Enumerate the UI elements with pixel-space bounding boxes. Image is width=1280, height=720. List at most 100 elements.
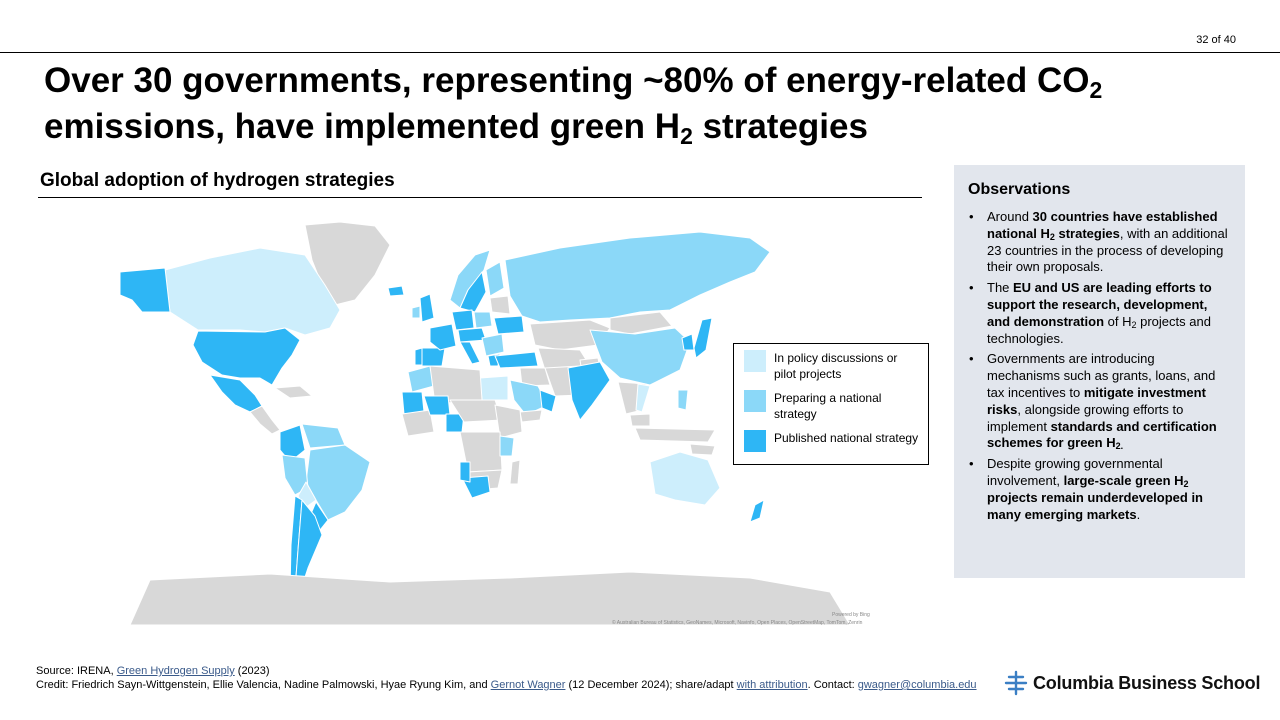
observation-text-run: EU and US are leading efforts to support… (987, 280, 1212, 329)
credit-line: Credit: Friedrich Sayn-Wittgenstein, Ell… (36, 678, 977, 692)
source-year: (2023) (234, 665, 270, 677)
legend-label: Preparing a national strategy (774, 391, 882, 421)
world-map[interactable]: Powered by Bing © Australian Bureau of S… (90, 200, 870, 630)
observation-text-run: Governments are introducing mechanisms s… (987, 351, 1216, 400)
map-heading: Global adoption of hydrogen strategies (40, 170, 395, 191)
map-region-usa[interactable] (192, 327, 301, 386)
observation-text-run: 2. (1115, 441, 1124, 452)
logo-text: Columbia Business School (1033, 672, 1261, 693)
legend-swatch (744, 430, 766, 452)
map-region-balkans[interactable] (481, 333, 505, 357)
slide-title: Over 30 governments, representing ~80% o… (44, 58, 1244, 150)
map-powered-by: Powered by Bing (832, 612, 870, 618)
map-region-ukraine[interactable] (493, 315, 525, 335)
observation-text-run: strategies (1054, 225, 1120, 241)
title-line1-text: Over 30 governments, representing ~80% o… (44, 61, 1090, 100)
map-region-poland[interactable] (473, 311, 493, 329)
map-region-uk[interactable] (419, 293, 435, 323)
map-region-west-africa[interactable] (401, 409, 435, 437)
map-region-madagascar[interactable] (509, 459, 521, 485)
map-region-ethiopia[interactable] (494, 404, 523, 439)
map-region-finland[interactable] (485, 261, 505, 297)
map-region-spain[interactable] (421, 347, 446, 367)
map-region-central-america[interactable] (249, 405, 281, 435)
author-link[interactable]: Gernot Wagner (490, 679, 566, 691)
map-credit: © Australian Bureau of Statistics, GeoNa… (612, 620, 863, 626)
legend-swatch (744, 390, 766, 412)
observation-text-run: 2 (1131, 319, 1137, 330)
legend-label: In policy discussions or pilot projects (774, 351, 898, 381)
observation-text-run: 30 countries have established national H (987, 209, 1218, 241)
columbia-crown-icon (1004, 670, 1028, 696)
map-region-portugal[interactable] (414, 347, 423, 366)
map-region-japan[interactable] (693, 317, 713, 359)
map-region-mexico[interactable] (209, 374, 263, 413)
map-region-colombia[interactable] (279, 424, 306, 463)
credit-authors: Credit: Friedrich Sayn-Wittgenstein, Ell… (36, 679, 491, 691)
legend-item-policy-discussions: In policy discussions or pilot projects (744, 350, 922, 382)
observation-text-run: standards and certification schemes for … (987, 418, 1217, 451)
map-region-namibia[interactable] (459, 461, 471, 483)
map-region-antarctica[interactable] (129, 571, 851, 626)
map-region-kenya[interactable] (499, 435, 515, 457)
map-region-italy[interactable] (459, 341, 481, 365)
map-region-canada[interactable] (164, 247, 341, 336)
top-divider (0, 52, 1280, 53)
map-region-australia[interactable] (649, 451, 721, 506)
map-heading-rule (38, 197, 922, 198)
map-region-new-zealand[interactable] (749, 499, 765, 523)
observation-text-run: 2 (1049, 231, 1055, 242)
observation-text-run: , alongside growing efforts to implement (987, 401, 1184, 434)
map-region-papua-new-guinea[interactable] (689, 443, 716, 456)
title-h2-subscript: 2 (680, 123, 693, 149)
source-link[interactable]: Green Hydrogen Supply (116, 665, 235, 677)
map-region-yemen[interactable] (519, 409, 543, 423)
world-map-svg (119, 221, 851, 626)
source-line: Source: IRENA, Green Hydrogen Supply (20… (36, 664, 977, 678)
observation-text-run: Despite growing governmental involvement… (987, 456, 1163, 488)
observation-item: Despite growing governmental involvement… (968, 456, 1230, 523)
map-region-iceland[interactable] (387, 285, 405, 297)
map-region-malaysia[interactable] (629, 413, 651, 427)
map-region-benelux-germany[interactable] (451, 309, 475, 331)
map-region-philippines[interactable] (677, 389, 689, 411)
observations-panel: Observations Around 30 countries have es… (954, 165, 1245, 578)
map-region-india[interactable] (567, 361, 611, 421)
map-region-central-europe[interactable] (457, 327, 487, 343)
observation-text-run: projects remain underdeveloped in many e… (987, 489, 1203, 522)
map-region-france[interactable] (429, 323, 457, 351)
map-region-belarus-baltics[interactable] (489, 295, 511, 315)
observation-text-run: mitigate investment risks (987, 384, 1206, 417)
source-prefix: Source: IRENA, (36, 665, 117, 677)
map-region-ireland[interactable] (411, 305, 421, 319)
map-region-turkey[interactable] (494, 351, 539, 369)
title-line2-text: emissions, have implemented green H (44, 107, 681, 146)
observations-list: Around 30 countries have established nat… (968, 209, 1230, 527)
observation-text-run: Around (987, 209, 1033, 224)
map-region-mongolia[interactable] (609, 311, 673, 335)
attribution-link[interactable]: with attribution (736, 679, 808, 691)
observation-item: Around 30 countries have established nat… (968, 209, 1230, 276)
map-region-indonesia[interactable] (634, 427, 716, 443)
credit-date: (12 December 2024); share/adapt (565, 679, 737, 691)
map-region-venezuela-guyanas[interactable] (301, 423, 346, 449)
map-region-alaska[interactable] (119, 267, 171, 313)
map-region-china[interactable] (589, 327, 691, 386)
observation-text-run: . (1136, 506, 1141, 522)
observation-item: Governments are introducing mechanisms s… (968, 351, 1230, 452)
observation-text-run: of H (1104, 313, 1132, 329)
observation-text-run: projects and technologies. (987, 313, 1211, 346)
map-region-mauritania[interactable] (401, 391, 425, 415)
contact-email-link[interactable]: gwagner@columbia.edu (857, 679, 977, 691)
map-region-oman-uae[interactable] (539, 389, 557, 413)
map-region-levant-iraq[interactable] (519, 367, 551, 387)
source-credit: Source: IRENA, Green Hydrogen Supply (20… (36, 664, 977, 692)
legend-label: Published national strategy (774, 431, 919, 445)
map-region-egypt[interactable] (479, 375, 509, 401)
observation-text-run: 2 (1183, 478, 1189, 489)
map-region-caribbean[interactable] (274, 385, 313, 399)
legend-swatch (744, 350, 766, 372)
map-region-russia[interactable] (504, 231, 771, 323)
observation-text-run: The (987, 280, 1014, 296)
map-region-vietnam[interactable] (635, 383, 651, 413)
